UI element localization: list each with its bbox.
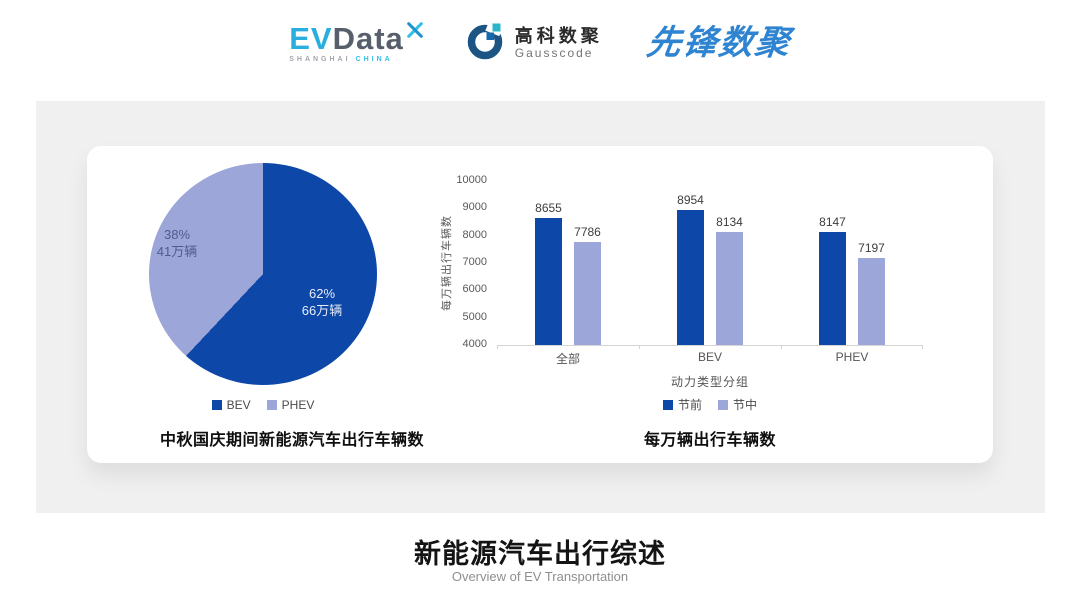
xianfeng-logo: 先锋数聚 [644, 23, 794, 62]
bar-group-PHEV: 8147 7197 [781, 181, 923, 345]
bar-value-label: 7786 [574, 224, 601, 239]
pie-phev-percent: 38% [163, 227, 191, 242]
bar-value-label: 8134 [716, 215, 743, 230]
evdata-tagline-china: CHINA [355, 55, 393, 63]
pie-bev-value: 66万辆 [301, 303, 343, 318]
bar-节前-BEV[interactable] [677, 209, 704, 345]
y-axis-tick-label: 4000 [462, 338, 487, 350]
bar-value-label: 8147 [819, 214, 846, 229]
bar-group-BEV: 8954 8134 [639, 181, 781, 345]
page-title: 新能源汽车出行综述 [414, 539, 666, 569]
pie-legend: BEV PHEV [87, 398, 439, 412]
x-axis-categories: 全部 BEV PHEV [497, 350, 923, 367]
charts-card: 38% 41万辆 62% 66万辆 BEV PHEV 中秋国庆期间新能源汽车出行… [87, 146, 993, 463]
x-axis-category-label: 全部 [555, 352, 580, 366]
bar-legend-item-mid[interactable]: 节中 [718, 396, 757, 413]
x-axis-category-label: PHEV [835, 350, 869, 364]
y-axis-tick-label: 8000 [462, 228, 487, 241]
evdata-logo: EVData SHANGHAI CHINA [289, 20, 423, 63]
bar-legend-label-pre: 节前 [677, 398, 702, 412]
legend-swatch-bev [211, 400, 222, 410]
pie-slice-label-bev: 62% 66万辆 [280, 285, 364, 319]
bar-节前-全部[interactable] [535, 217, 562, 345]
bar-节中-PHEV[interactable] [858, 257, 885, 345]
bar-value-label: 8954 [677, 192, 704, 207]
bar-plot: 8655 7786 8954 8134 8147 7197 [497, 181, 923, 349]
pie-chart-title: 中秋国庆期间新能源汽车出行车辆数 [159, 432, 424, 449]
gausscode-g-icon [466, 18, 506, 65]
y-axis-title: 每万辆出行车辆数 [441, 215, 453, 311]
page-subtitle: Overview of EV Transportation [451, 569, 629, 584]
bar-chart-title: 每万辆出行车辆数 [643, 432, 776, 449]
pie-bev-percent: 62% [308, 286, 336, 301]
x-axis-title: 动力类型分组 [670, 375, 749, 389]
legend-swatch-pre [662, 399, 673, 410]
x-axis-category-label: BEV [697, 350, 722, 364]
pie-slice-label-phev: 38% 41万辆 [135, 226, 219, 260]
evdata-wordmark: EVData [289, 20, 423, 56]
gausscode-name-cn: 高科数聚 [514, 25, 603, 46]
y-axis-tick-label: 6000 [462, 283, 487, 296]
y-axis-tick-label: 10000 [456, 174, 487, 186]
evdata-ev-text: EV [289, 20, 333, 56]
gausscode-text: 高科数聚 Gausscode [515, 26, 603, 60]
pie-legend-item-phev[interactable]: PHEV [266, 398, 315, 412]
pie-chart[interactable] [149, 163, 377, 385]
evdata-tagline: SHANGHAI CHINA [289, 56, 392, 63]
x-axis-tick [639, 345, 640, 349]
bar-legend-label-mid: 节中 [733, 398, 758, 412]
evdata-tagline-shanghai: SHANGHAI [289, 55, 351, 63]
pie-phev-value: 41万辆 [156, 244, 198, 259]
x-axis-tick [922, 345, 923, 349]
bar-legend: 节前 节中 [497, 396, 923, 413]
bar-value-label: 7197 [858, 240, 885, 255]
y-axis: 10000 9000 8000 7000 6000 5000 4000 [441, 146, 487, 366]
bar-group-全部: 8655 7786 [497, 181, 639, 345]
evdata-x-icon [406, 11, 424, 46]
bar-节中-BEV[interactable] [716, 232, 743, 345]
bar-节中-全部[interactable] [574, 241, 601, 345]
x-axis-tick [497, 345, 498, 349]
legend-swatch-mid [718, 399, 728, 410]
legend-swatch-phev [266, 400, 277, 410]
x-axis-tick [781, 345, 782, 349]
gausscode-name-en: Gausscode [514, 45, 594, 60]
header-logo-row: EVData SHANGHAI CHINA 高科数聚 Gausscode [0, 18, 1080, 65]
y-axis-tick-label: 9000 [462, 201, 487, 214]
bar-节前-PHEV[interactable] [819, 231, 846, 345]
pie-legend-label-phev: PHEV [281, 398, 315, 412]
pie-legend-item-bev[interactable]: BEV [211, 398, 251, 412]
y-axis-tick-label: 5000 [462, 310, 487, 323]
pie-legend-label-bev: BEV [226, 398, 251, 412]
evdata-data-text: Data [332, 20, 404, 56]
y-axis-tick-label: 7000 [462, 256, 487, 268]
bar-legend-item-pre[interactable]: 节前 [662, 396, 702, 413]
gausscode-logo: 高科数聚 Gausscode [466, 18, 603, 65]
bar-value-label: 8655 [535, 200, 562, 215]
